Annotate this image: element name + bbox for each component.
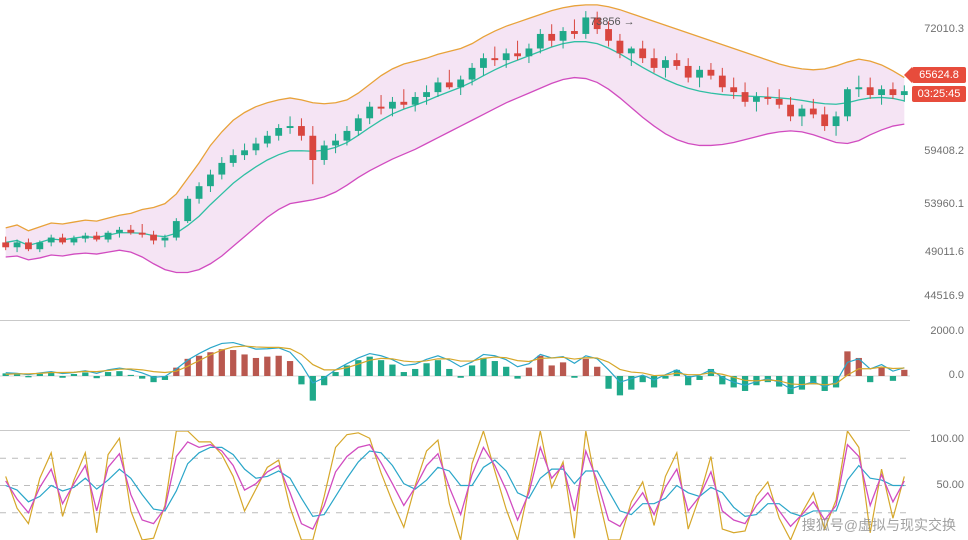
high-label: 73856 xyxy=(590,16,621,28)
stochastic-chart xyxy=(0,431,910,540)
high-annotation: 73856 → xyxy=(590,16,635,28)
macd-chart xyxy=(0,321,910,431)
countdown-timer-tag: 03:25:45 xyxy=(912,86,966,102)
price-arrow-marker xyxy=(904,67,912,83)
watermark: 搜狐号@虚拟与现实交换 xyxy=(802,515,956,535)
price-yaxis: 72010.359408.253960.149011.644516.9 xyxy=(910,0,968,320)
high-arrow: → xyxy=(624,16,635,28)
price-chart xyxy=(0,0,910,320)
stochastic-panel[interactable] xyxy=(0,430,910,540)
current-price-tag: 65624.8 xyxy=(912,67,966,83)
macd-panel[interactable] xyxy=(0,320,910,431)
price-panel[interactable]: 73856 → xyxy=(0,0,910,320)
countdown-timer-value: 03:25:45 xyxy=(918,88,961,100)
current-price-value: 65624.8 xyxy=(919,69,959,81)
watermark-text: 搜狐号@虚拟与现实交换 xyxy=(802,517,956,533)
macd-yaxis: 2000.00.0 xyxy=(910,320,968,430)
